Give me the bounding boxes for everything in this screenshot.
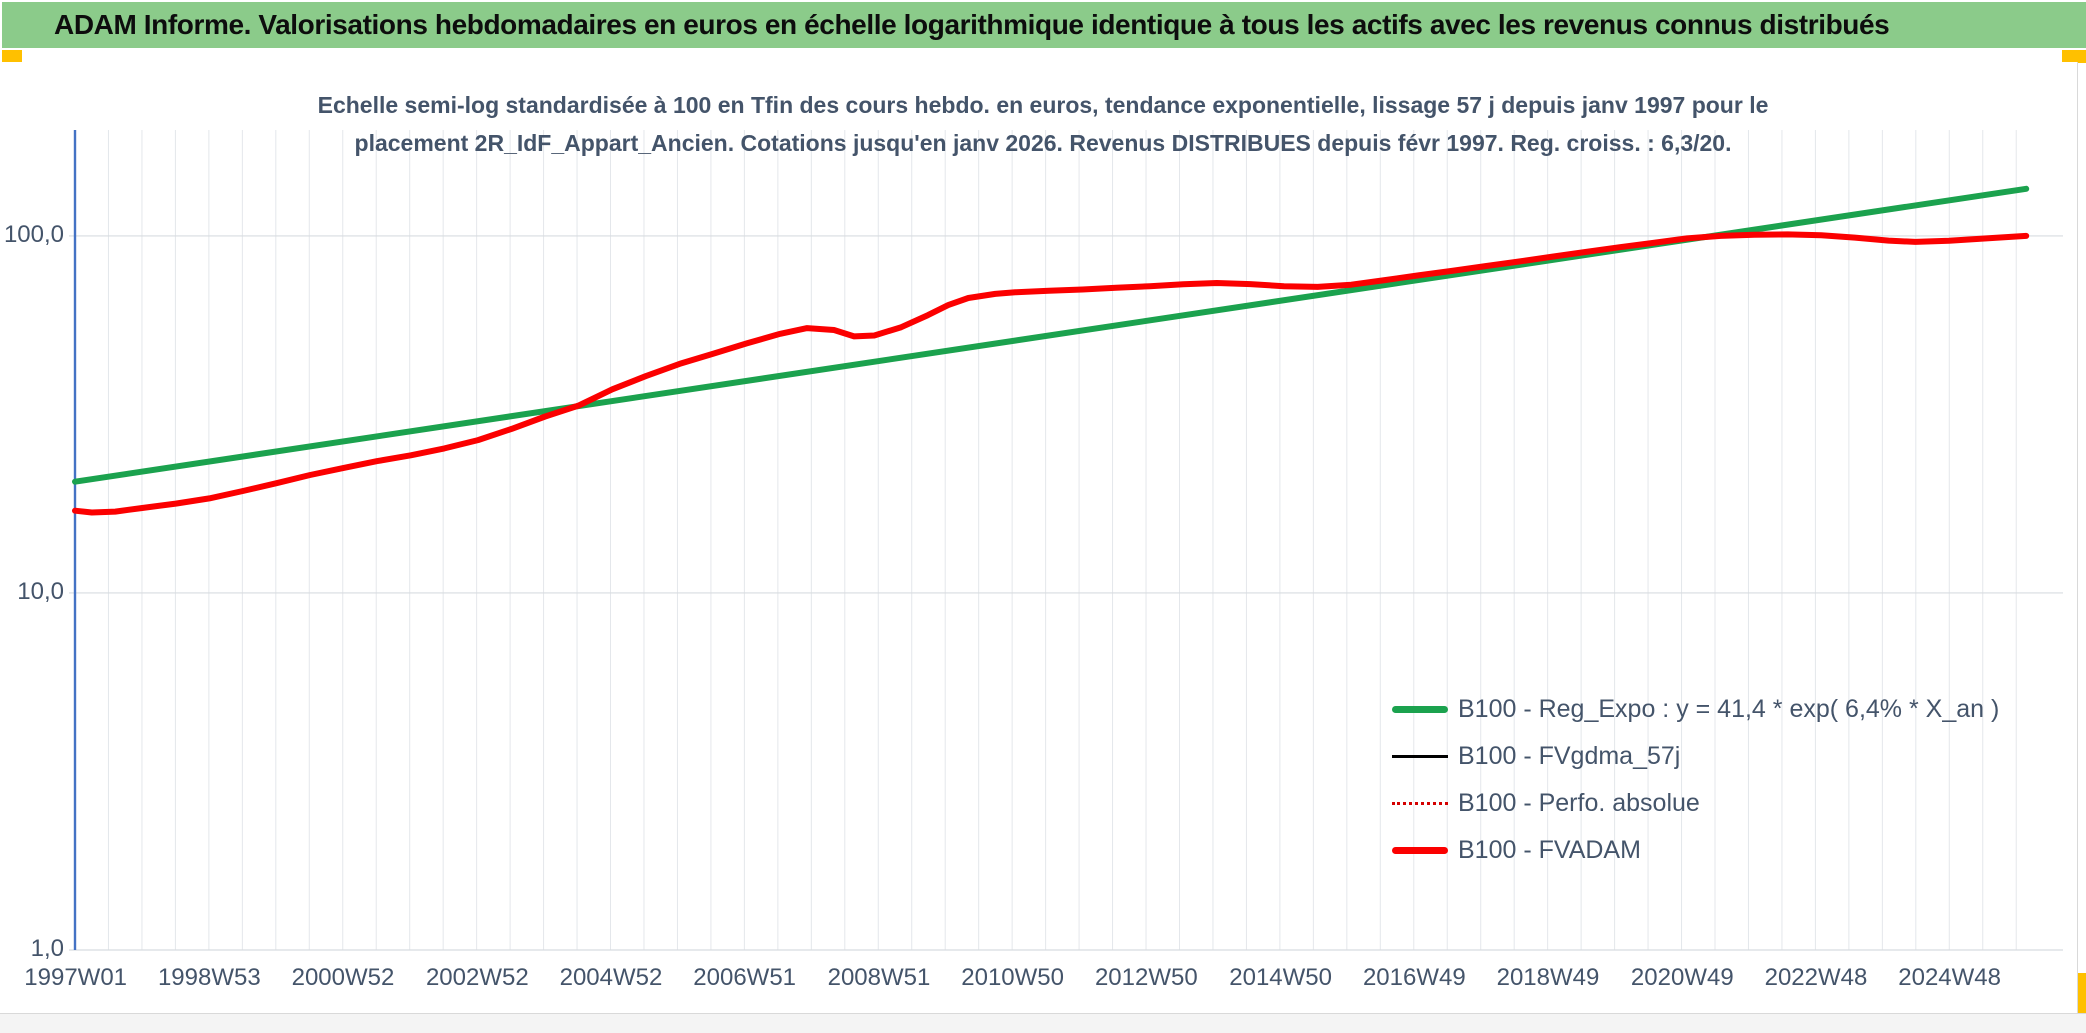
legend-label: B100 - FVgdma_57j [1458,742,1681,770]
page-title: ADAM Informe. Valorisations hebdomadaire… [54,9,1890,40]
sheet-bottom-row [0,1014,2086,1033]
chart-canvas[interactable] [0,62,2077,1013]
accent-cell-right-edge [2078,973,2086,1033]
series-line-1 [73,233,2028,514]
y-tick-label: 10,0 [17,577,64,605]
x-tick-label: 2004W52 [559,964,663,991]
x-tick-label: 2014W50 [1229,964,1333,991]
x-tick-label: 2016W49 [1362,964,1466,991]
chart-subtitle-line1: Echelle semi-log standardisée à 100 en T… [317,92,1769,118]
legend-swatch-icon [1392,847,1448,854]
legend-item: B100 - Perfo. absolue [1392,780,1999,827]
legend-label: B100 - Perfo. absolue [1458,789,1700,817]
legend-label: B100 - FVADAM [1458,836,1641,864]
x-tick-label: 2018W49 [1496,964,1600,991]
x-tick-label: 2006W51 [693,964,797,991]
x-tick-label: 2000W52 [291,964,395,991]
x-tick-label: 2022W48 [1764,964,1868,991]
x-tick-label: 1997W01 [24,964,128,991]
sheet-title-bar: ADAM Informe. Valorisations hebdomadaire… [2,2,2086,48]
accent-cell-top-right [2062,50,2086,63]
x-tick-label: 2008W51 [827,964,931,991]
x-tick-label: 1998W53 [157,964,261,991]
series-line-3 [72,231,2030,516]
x-tick-label: 2010W50 [961,964,1065,991]
legend-label: B100 - Reg_Expo : y = 41,4 * exp( 6,4% *… [1458,695,2000,723]
y-tick-label: 100,0 [3,220,64,248]
legend-swatch-icon [1392,706,1448,713]
legend-item: B100 - FVADAM [1392,827,1999,874]
legend-swatch-icon [1392,802,1448,805]
x-tick-label: 2020W49 [1630,964,1734,991]
chart-subtitle-line2: placement 2R_IdF_Appart_Ancien. Cotation… [354,130,1732,156]
chart-legend: B100 - Reg_Expo : y = 41,4 * exp( 6,4% *… [1392,686,1999,874]
series-line-2 [74,233,2028,514]
chart-subtitle: Echelle semi-log standardisée à 100 en T… [0,86,2086,162]
x-tick-label: 2024W48 [1898,964,2001,991]
legend-item: B100 - Reg_Expo : y = 41,4 * exp( 6,4% *… [1392,686,1999,733]
sheet-right-border [2077,62,2078,1013]
x-tick-label: 2012W50 [1094,964,1198,991]
legend-swatch-icon [1392,755,1448,758]
x-tick-label: 2002W52 [425,964,529,991]
sheet-bottom-border [0,1013,2086,1014]
accent-cell-top-left [2,50,22,63]
legend-item: B100 - FVgdma_57j [1392,733,1999,780]
y-tick-label: 1,0 [30,935,64,962]
